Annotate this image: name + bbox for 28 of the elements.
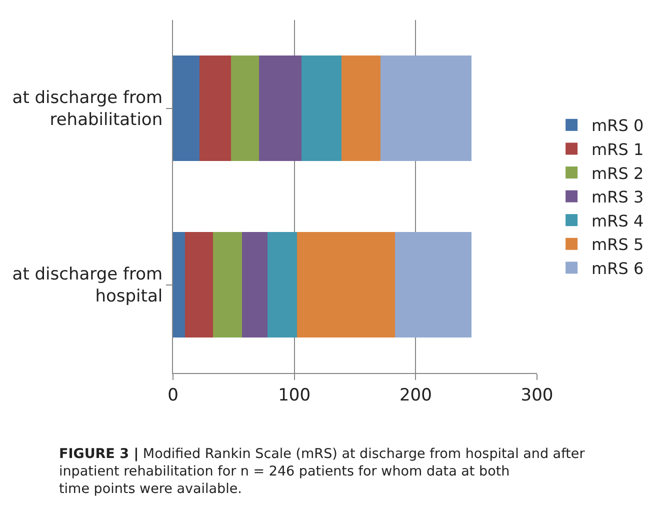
legend-label: mRS 4 xyxy=(592,211,644,230)
legend-label: mRS 0 xyxy=(592,116,644,136)
y-tick-label: at discharge from hospital xyxy=(12,264,163,307)
bar xyxy=(296,232,396,338)
legend-label: mRS 6 xyxy=(592,258,644,278)
bar xyxy=(185,232,214,338)
legend-label: mRS 2 xyxy=(592,164,644,183)
bar xyxy=(302,55,342,162)
bar xyxy=(173,55,200,162)
legend-label: mRS 3 xyxy=(592,188,644,207)
bar xyxy=(242,232,268,338)
bar xyxy=(268,232,297,338)
bar xyxy=(231,55,260,162)
bar xyxy=(380,55,472,162)
legend-label: mRS 1 xyxy=(592,140,644,159)
caption: FIGURE 3 | Modified Rankin Scale (mRS) at discharge from hospital and after inpatient rehabilitation for n = 246 patients for whom data at both time points were available. xyxy=(59,446,586,498)
legend-label: mRS 5 xyxy=(592,235,644,254)
bar xyxy=(395,232,472,338)
bar xyxy=(259,55,302,162)
x-tick-label: 200 xyxy=(399,385,432,406)
x-tick-label: 300 xyxy=(520,385,554,406)
y-tick-label: at discharge from rehabilitation xyxy=(12,88,163,130)
x-tick-label: 100 xyxy=(278,385,311,406)
x-tick-label: 0 xyxy=(168,385,178,406)
bar xyxy=(213,232,242,338)
bar xyxy=(342,55,380,162)
bar xyxy=(173,232,186,338)
bar xyxy=(200,55,232,162)
